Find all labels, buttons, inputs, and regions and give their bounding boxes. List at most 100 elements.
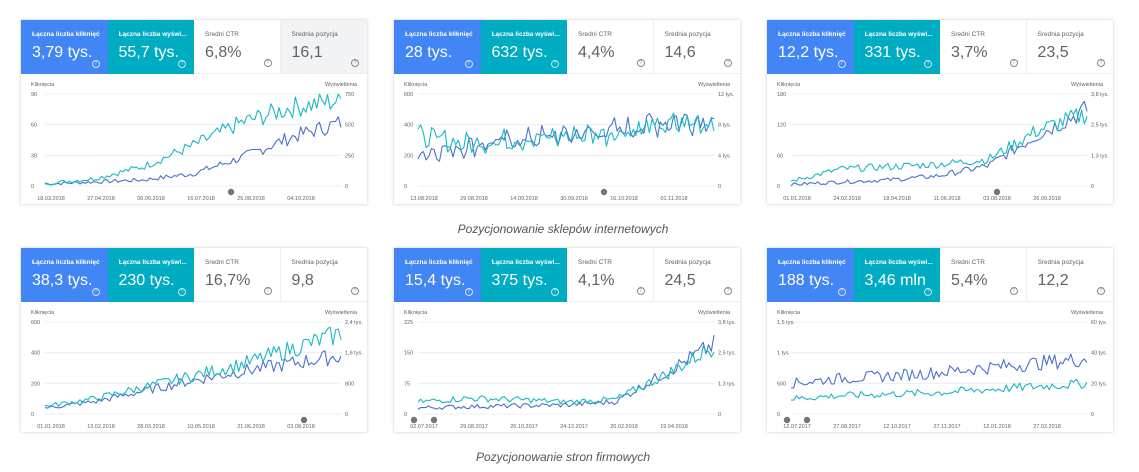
right-axis-title: Wyświetlenia <box>1071 82 1104 88</box>
clicks-line <box>44 116 342 186</box>
right-tick-label: 8 tys. <box>718 123 732 129</box>
help-icon[interactable]: ? <box>724 287 732 295</box>
x-tick-label: 19.04.2018 <box>660 424 688 430</box>
performance-card: Łączna liczba kliknięć 3,79 tys.? Łączna l… <box>21 20 367 204</box>
metric-position[interactable]: Średnia pozycja 12,2? <box>1026 248 1113 302</box>
metric-impressions[interactable]: Łączna liczba wyświ... 230 tys.? <box>107 248 194 302</box>
x-tick-label: 03.08.2018 <box>287 424 315 430</box>
metric-clicks[interactable]: Łączna liczba kliknięć 15,4 tys.? <box>394 248 481 302</box>
help-icon[interactable]: ? <box>178 60 186 68</box>
right-axis-title: Wyświetlenia <box>698 82 731 88</box>
metric-value: 38,3 tys. <box>32 272 93 289</box>
metric-impressions[interactable]: Łączna liczba wyświ... 375 tys.? <box>480 248 567 302</box>
metric-clicks[interactable]: Łączna liczba kliknięć 28 tys.? <box>394 20 481 74</box>
right-tick-label: 3,8 tys. <box>718 320 736 326</box>
help-icon[interactable]: ? <box>351 59 359 67</box>
help-icon[interactable]: ? <box>1097 59 1105 67</box>
help-icon[interactable]: ? <box>1009 287 1018 295</box>
help-icon[interactable]: ? <box>263 287 272 295</box>
x-tick-label: 06.06.2018 <box>137 196 165 202</box>
metric-value: 15,4 tys. <box>405 272 466 289</box>
metric-position[interactable]: Średnia pozycja 14,6? <box>653 20 740 74</box>
x-tick-label: 30.09.2018 <box>560 196 588 202</box>
x-tick-label: 10.05.2018 <box>187 424 215 430</box>
performance-chart: Kliknięcia Wyświetlenia 180 3,8 tys. 120 2,5 … <box>777 82 1109 202</box>
metric-value: 6,8% <box>205 44 242 61</box>
annotation-marker-icon[interactable] <box>803 416 811 424</box>
annotation-marker-icon[interactable] <box>227 188 235 196</box>
metric-position[interactable]: Średnia pozycja 9,8? <box>280 248 367 302</box>
help-icon[interactable]: ? <box>724 59 732 67</box>
x-tick-label: 24.12.2017 <box>560 424 588 430</box>
clicks-line <box>44 350 342 409</box>
metric-label: Średnia pozycja <box>1037 259 1084 266</box>
left-axis-title: Kliknięcia <box>777 310 801 316</box>
metric-ctr[interactable]: Średni CTR 16,7%? <box>194 248 281 302</box>
impressions-line <box>417 345 715 405</box>
help-icon[interactable]: ? <box>1009 59 1018 67</box>
section-caption: Pozycjonowanie sklepów internetowych <box>457 222 669 236</box>
metric-ctr[interactable]: Średni CTR 4,1%? <box>567 248 654 302</box>
metric-clicks[interactable]: Łączna liczba kliknięć 188 tys.? <box>767 248 854 302</box>
left-tick-label: 90 <box>31 92 37 98</box>
metric-ctr[interactable]: Średni CTR 6,8%? <box>194 20 281 74</box>
help-icon[interactable]: ? <box>837 288 846 296</box>
metric-impressions[interactable]: Łączna liczba wyświ... 331 tys.? <box>853 20 940 74</box>
metric-ctr[interactable]: Średni CTR 4,4%? <box>567 20 654 74</box>
help-icon[interactable]: ? <box>178 288 186 296</box>
help-icon[interactable]: ? <box>263 59 272 67</box>
x-tick-label: 12.01.2018 <box>983 424 1011 430</box>
metric-clicks[interactable]: Łączna liczba kliknięć 38,3 tys.? <box>21 248 108 302</box>
help-icon[interactable]: ? <box>1097 287 1105 295</box>
metric-label: Średni CTR <box>951 259 985 266</box>
help-icon[interactable]: ? <box>924 288 932 296</box>
x-tick-label: 12.10.2017 <box>883 424 911 430</box>
metric-value: 188 tys. <box>778 272 835 289</box>
right-tick-label: 1,3 tys. <box>718 381 736 387</box>
help-icon[interactable]: ? <box>351 287 359 295</box>
right-tick-label: 250 <box>345 153 354 159</box>
metric-impressions[interactable]: Łączna liczba wyświ... 55,7 tys.? <box>107 20 194 74</box>
metric-position[interactable]: Średnia pozycja 24,5? <box>653 248 740 302</box>
help-icon[interactable]: ? <box>636 59 645 67</box>
metric-value: 12,2 tys. <box>778 44 839 61</box>
metric-position[interactable]: Średnia pozycja 23,5? <box>1026 20 1113 74</box>
help-icon[interactable]: ? <box>464 288 473 296</box>
metric-impressions[interactable]: Łączna liczba wyświ... 3,46 mln? <box>853 248 940 302</box>
metric-ctr[interactable]: Średni CTR 3,7%? <box>940 20 1027 74</box>
right-tick-label: 12 tys. <box>718 92 735 98</box>
metric-value: 12,2 <box>1037 272 1069 289</box>
annotation-marker-icon[interactable] <box>410 416 418 424</box>
metric-tiles: Łączna liczba kliknięć 15,4 tys.? Łączna l… <box>394 248 740 302</box>
metric-clicks[interactable]: Łączna liczba kliknięć 12,2 tys.? <box>767 20 854 74</box>
impressions-line <box>791 378 1088 401</box>
help-icon[interactable]: ? <box>636 287 645 295</box>
left-axis-title: Kliknięcia <box>404 82 428 88</box>
help-icon[interactable]: ? <box>551 60 559 68</box>
left-tick-label: 60 <box>777 153 783 159</box>
help-icon[interactable]: ? <box>924 60 932 68</box>
help-icon[interactable]: ? <box>91 60 100 68</box>
left-tick-label: 0 <box>31 184 34 190</box>
metric-position[interactable]: Średnia pozycja 16,1? <box>280 20 367 74</box>
metric-label: Łączna liczba kliknięć <box>405 31 473 38</box>
annotation-marker-icon[interactable] <box>430 416 438 424</box>
metric-clicks[interactable]: Łączna liczba kliknięć 3,79 tys.? <box>21 20 108 74</box>
annotation-marker-icon[interactable] <box>300 416 308 424</box>
help-icon[interactable]: ? <box>91 288 100 296</box>
help-icon[interactable]: ? <box>551 288 559 296</box>
right-tick-label: 1,3 tys. <box>1091 153 1109 159</box>
right-tick-label: 2,5 tys. <box>1091 123 1109 129</box>
left-axis-title: Kliknięcia <box>777 82 801 88</box>
help-icon[interactable]: ? <box>464 60 473 68</box>
annotation-marker-icon[interactable] <box>993 188 1001 196</box>
annotation-marker-icon[interactable] <box>600 188 608 196</box>
metric-value: 4,4% <box>578 44 615 61</box>
left-tick-label: 200 <box>31 381 40 387</box>
metric-ctr[interactable]: Średni CTR 5,4%? <box>940 248 1027 302</box>
help-icon[interactable]: ? <box>837 60 846 68</box>
metric-impressions[interactable]: Łączna liczba wyświ... 632 tys.? <box>480 20 567 74</box>
annotation-marker-icon[interactable] <box>783 416 791 424</box>
left-tick-label: 0 <box>404 184 407 190</box>
